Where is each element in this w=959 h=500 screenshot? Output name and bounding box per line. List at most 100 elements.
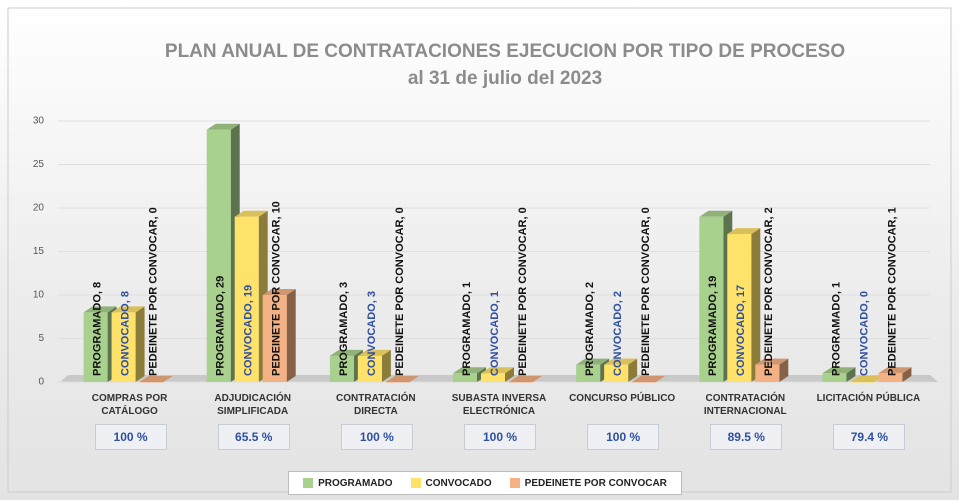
percentage: 100 %: [94, 424, 167, 450]
bar: [727, 234, 752, 382]
bar-top: [822, 367, 856, 374]
percentage: 100 %: [587, 424, 660, 450]
bar: [206, 129, 231, 382]
bar: [576, 364, 601, 382]
x-tick-label: ADJUDICACIÓN SIMPLIFICADA: [214, 393, 292, 417]
bar-top: [481, 367, 514, 374]
bar: [357, 355, 382, 382]
legend-swatch: [410, 478, 421, 488]
x-tick-label: COMPRAS POR CATÁLOGO: [91, 393, 168, 417]
bar-side: [135, 306, 145, 382]
data-label: PROGRAMADO, 2: [584, 282, 596, 376]
bar-top: [83, 306, 117, 313]
bar: [878, 373, 903, 382]
percentage: 65.5 %: [217, 424, 290, 450]
y-tick-label: 5: [38, 333, 44, 344]
percentage: 79.4 %: [833, 424, 906, 450]
legend-label: CONVOCADO: [425, 477, 492, 489]
bar: [632, 382, 657, 383]
legend-item: PROGRAMADO: [303, 477, 393, 489]
legend-label: PROGRAMADO: [318, 477, 393, 489]
x-tick-label: CONTRATACIÓN DIRECTA: [336, 393, 416, 417]
y-tick-label: 0: [38, 377, 44, 388]
bar-top: [206, 123, 240, 130]
bar-top: [850, 376, 884, 382]
bar-top: [385, 376, 419, 382]
bar: [262, 295, 287, 382]
chart-title: PLAN ANUAL DE CONTRATACIONES EJECUCION P…: [165, 41, 845, 62]
bar: [509, 382, 533, 383]
bar-side: [286, 289, 296, 382]
bar-top: [357, 349, 391, 356]
bar: [385, 382, 410, 383]
legend-label: PEDEINETE POR CONVOCAR: [524, 477, 667, 489]
data-label: PEDEINETE POR CONVOCAR, 0: [640, 207, 652, 376]
data-label: PROGRAMADO, 3: [338, 282, 350, 376]
bar: [822, 373, 847, 382]
data-label: CONVOCADO, 8: [119, 291, 131, 376]
data-label: PROGRAMADO, 1: [830, 282, 842, 376]
bar-top: [234, 210, 268, 217]
y-tick-label: 10: [33, 290, 45, 301]
bar-top: [727, 228, 761, 235]
bar-side: [902, 367, 912, 382]
bar: [481, 373, 505, 382]
bar-top: [699, 210, 733, 217]
bar-top: [576, 358, 610, 365]
bar-side: [846, 367, 856, 382]
data-label: CONVOCADO, 0: [858, 291, 870, 376]
bar-top: [604, 358, 638, 365]
percentage: 89.5 %: [710, 424, 783, 450]
legend-swatch: [509, 478, 520, 488]
bar: [234, 216, 259, 382]
percentage: 100 %: [464, 424, 536, 450]
bar-side: [751, 228, 761, 382]
bar-side: [505, 367, 514, 382]
bar-top: [139, 376, 173, 382]
bar-top: [111, 306, 145, 313]
data-label: CONVOCADO, 17: [735, 285, 747, 376]
bar: [604, 364, 629, 382]
data-label: PEDEINETE POR CONVOCAR, 1: [886, 207, 898, 376]
data-label: PROGRAMADO, 8: [91, 282, 103, 376]
bar-top: [878, 367, 912, 374]
data-label: CONVOCADO, 1: [489, 291, 501, 376]
bar-top: [453, 367, 486, 374]
y-tick-label: 25: [33, 159, 45, 170]
legend-swatch: [303, 478, 314, 488]
data-label: PEDEINETE POR CONVOCAR, 0: [394, 207, 406, 376]
chart-subtitle: al 31 de julio del 2023: [408, 68, 602, 89]
bar-side: [381, 349, 391, 382]
bar: [850, 382, 875, 383]
x-tick-label: CONCURSO PÚBLICO: [569, 393, 676, 404]
bar: [453, 373, 477, 382]
legend-item: PEDEINETE POR CONVOCAR: [509, 477, 667, 489]
percentage: 100 %: [340, 424, 413, 450]
data-label: PROGRAMADO, 19: [707, 276, 719, 376]
bar: [329, 355, 354, 382]
y-tick-label: 30: [33, 116, 45, 127]
data-label: PEDEINETE POR CONVOCAR, 2: [763, 207, 775, 376]
bar: [755, 364, 780, 382]
bar: [139, 382, 164, 383]
data-label: PROGRAMADO, 1: [461, 282, 473, 376]
bar-top: [755, 358, 789, 365]
legend: PROGRAMADO CONVOCADO PEDEINETE POR CONVOCA…: [288, 471, 682, 495]
y-tick-label: 15: [33, 246, 45, 257]
data-label: PROGRAMADO, 29: [215, 276, 227, 376]
x-tick-label: CONTRATACIÓN INTERNACIONAL: [703, 393, 787, 417]
data-label: PEDEINETE POR CONVOCAR, 0: [147, 207, 159, 376]
bar-top: [329, 349, 363, 356]
bar: [111, 312, 136, 382]
bar-top: [262, 289, 296, 295]
data-label: CONVOCADO, 19: [243, 285, 255, 376]
x-tick-label: SUBASTA INVERSA ELECTRÓNICA: [451, 393, 547, 417]
bar-side: [779, 358, 789, 382]
bar: [699, 216, 724, 382]
bar-top: [509, 376, 542, 382]
bar: [83, 312, 108, 382]
data-label: CONVOCADO, 3: [366, 291, 378, 376]
bar-top: [632, 376, 666, 382]
y-tick-label: 20: [33, 203, 45, 214]
